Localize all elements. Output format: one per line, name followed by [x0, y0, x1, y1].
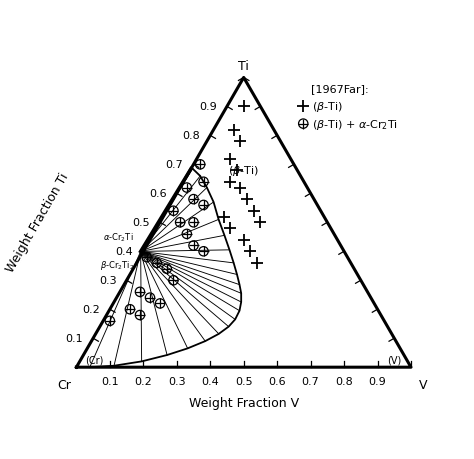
Text: ($\beta$-Ti): ($\beta$-Ti) — [312, 100, 343, 114]
Text: 0.2: 0.2 — [135, 376, 152, 386]
Text: 0.6: 0.6 — [149, 189, 167, 199]
Text: Weight Fraction Ti: Weight Fraction Ti — [4, 171, 72, 274]
Text: V: V — [419, 378, 427, 391]
Text: 0.7: 0.7 — [166, 160, 183, 170]
Text: 0.9: 0.9 — [199, 102, 217, 112]
Text: 0.1: 0.1 — [65, 334, 83, 343]
Text: ($\beta$-Ti): ($\beta$-Ti) — [228, 164, 259, 178]
Text: 0.2: 0.2 — [82, 305, 100, 314]
Text: ($\beta$-Ti) + $\alpha$-Cr$_2$Ti: ($\beta$-Ti) + $\alpha$-Cr$_2$Ti — [312, 118, 398, 131]
Text: 0.5: 0.5 — [235, 376, 253, 386]
Text: 0.4: 0.4 — [201, 376, 219, 386]
Text: 0.7: 0.7 — [302, 376, 319, 386]
Text: 0.8: 0.8 — [335, 376, 353, 386]
Text: 0.3: 0.3 — [99, 276, 117, 285]
Text: Weight Fraction V: Weight Fraction V — [189, 396, 299, 409]
Text: 0.1: 0.1 — [101, 376, 118, 386]
Text: 0.6: 0.6 — [268, 376, 286, 386]
Text: 0.3: 0.3 — [168, 376, 186, 386]
Text: Ti: Ti — [238, 60, 249, 73]
Text: $\beta$-Cr$_2$Ti$_2$: $\beta$-Cr$_2$Ti$_2$ — [100, 258, 134, 272]
Text: Cr: Cr — [58, 378, 72, 391]
Text: $\alpha$-Cr$_2$Ti: $\alpha$-Cr$_2$Ti — [103, 231, 134, 244]
Text: (Cr): (Cr) — [85, 355, 103, 365]
Text: (V): (V) — [387, 355, 401, 365]
Text: 0.5: 0.5 — [132, 218, 150, 228]
Text: 0.4: 0.4 — [116, 247, 133, 257]
Text: 0.8: 0.8 — [182, 131, 200, 141]
Text: [1967Far]:: [1967Far]: — [310, 84, 368, 94]
Text: 0.9: 0.9 — [369, 376, 386, 386]
